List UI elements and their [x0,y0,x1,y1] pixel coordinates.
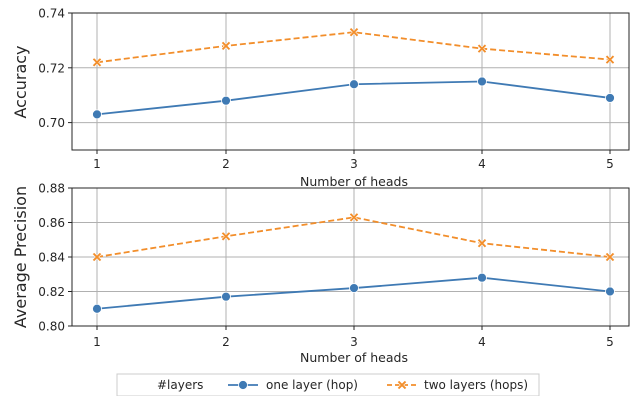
accuracy-x-ticks: 1 2 3 4 5 [93,150,614,171]
legend-label-two-layers: two layers (hops) [424,378,528,392]
accuracy-series [91,27,616,120]
average-precision-point-one-layer [92,303,102,314]
average-precision-x-ticks: 1 2 3 4 5 [93,326,614,349]
average-precision-y-tick-label: 0.80 [38,320,65,334]
legend: #layers one layer (hop) two layers (hops… [116,373,540,396]
average-precision-point-one-layer [477,272,487,283]
average-precision-point-two-layers [476,238,488,249]
accuracy-x-tick-label: 2 [222,157,230,171]
legend-label-one-layer: one layer (hop) [266,378,358,392]
accuracy-y-axis-label: Accuracy [11,45,30,118]
average-precision-x-tick-label: 1 [93,335,101,349]
average-precision-point-one-layer [605,286,615,297]
average-precision-y-tick-label: 0.86 [38,216,65,230]
average-precision-y-tick-label: 0.88 [38,182,65,196]
accuracy-point-two-layers [348,27,360,38]
average-precision-point-two-layers [91,251,103,263]
average-precision-series [91,212,616,314]
average-precision-y-tick-label: 0.84 [38,251,65,265]
average-precision-x-tick-label: 4 [478,335,486,349]
legend-marker-x-icon [396,379,408,391]
accuracy-x-tick-label: 5 [606,157,614,171]
average-precision-x-tick-label: 3 [350,335,358,349]
average-precision-x-axis-label: Number of heads [300,350,408,365]
legend-box [116,373,540,396]
accuracy-point-two-layers [91,57,103,68]
accuracy-y-tick-label: 0.74 [38,7,65,21]
average-precision-point-one-layer [349,283,359,293]
average-precision-x-tick-label: 5 [606,335,614,349]
average-precision-point-two-layers [220,231,232,242]
average-precision-gridlines [72,187,629,327]
accuracy-panel: 0.70 0.72 0.74 1 2 3 4 5 Number of heads Accur… [11,7,630,189]
accuracy-point-one-layer [92,109,102,120]
accuracy-point-one-layer [477,76,487,87]
average-precision-panel: 0.80 0.82 0.84 0.86 0.88 1 2 3 4 5 Number of hea… [11,182,630,365]
accuracy-x-tick-label: 1 [93,157,101,171]
average-precision-point-one-layer [221,291,231,302]
legend-title: #layers [157,378,203,392]
accuracy-y-ticks: 0.70 0.72 0.74 [38,7,72,130]
average-precision-point-two-layers [604,251,616,263]
accuracy-point-two-layers [220,40,232,51]
average-precision-point-two-layers [348,212,360,223]
average-precision-line-two-layers [96,216,611,258]
accuracy-x-tick-label: 4 [478,157,486,171]
accuracy-y-tick-label: 0.70 [38,116,65,130]
accuracy-point-one-layer [221,95,231,106]
legend-item-two-layers: two layers (hops) [387,378,528,392]
average-precision-x-tick-label: 2 [222,335,230,349]
average-precision-y-ticks: 0.80 0.82 0.84 0.86 0.88 [38,182,72,334]
accuracy-x-tick-label: 3 [350,157,358,171]
accuracy-x-axis-label: Number of heads [300,174,408,189]
accuracy-point-one-layer [349,79,359,90]
accuracy-line-two-layers [96,31,611,64]
accuracy-point-two-layers [476,43,488,54]
average-precision-y-axis-label: Average Precision [11,186,30,328]
accuracy-point-one-layer [605,93,615,103]
accuracy-plot-area [71,12,630,151]
accuracy-point-two-layers [604,54,616,65]
accuracy-y-tick-label: 0.72 [38,61,65,75]
legend-item-one-layer: one layer (hop) [228,378,358,392]
average-precision-y-tick-label: 0.82 [38,285,65,299]
legend-marker-circle-icon [238,380,248,390]
